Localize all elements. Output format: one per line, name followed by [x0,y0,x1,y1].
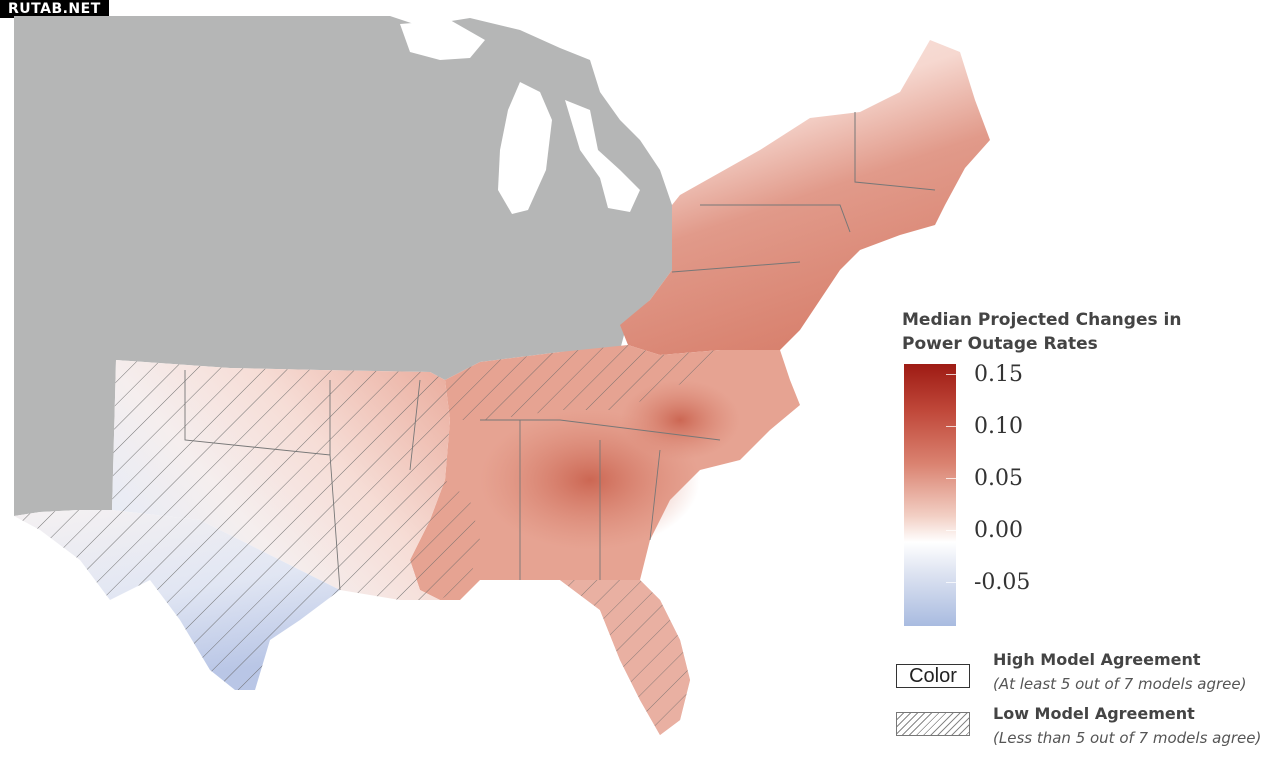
region-south-central [112,360,460,600]
legend-colorbar [904,364,956,626]
colorbar-tick-label: 0.05 [974,466,1023,491]
colorbar-tick-label: 0.10 [974,414,1023,439]
low-agreement-subtitle: (Less than 5 out of 7 models agree) [993,729,1262,747]
colorbar-tick-label: 0.00 [974,518,1023,543]
legend-title-line2: Power Outage Rates [902,334,1098,354]
region-northeast [620,40,990,355]
high-agreement-title: High Model Agreement [993,650,1201,669]
lake-superior [400,20,485,60]
colorbar-tick [946,582,956,583]
low-agreement-title: Low Model Agreement [993,704,1195,723]
high-agreement-swatch: Color [896,664,970,688]
colorbar-tick-label: -0.05 [974,570,1031,595]
legend-title-line1: Median Projected Changes in [902,310,1182,330]
colorbar-tick [946,374,956,375]
legend-title: Median Projected Changes in Power Outage… [902,308,1232,356]
unprojected-region [14,16,672,516]
region-florida [560,580,690,735]
lake-huron [565,100,640,212]
lake-michigan [498,82,552,214]
colorbar-tick [946,530,956,531]
region-southeast [410,345,800,735]
colorbar-tick [946,478,956,479]
region-texas [14,510,340,690]
high-agreement-subtitle: (At least 5 out of 7 models agree) [993,675,1247,693]
low-agreement-band [410,345,720,600]
low-agreement-swatch [896,712,970,736]
colorbar-tick-label: 0.15 [974,362,1023,387]
watermark: RUTAB.NET [0,0,109,18]
colorbar-tick [946,426,956,427]
